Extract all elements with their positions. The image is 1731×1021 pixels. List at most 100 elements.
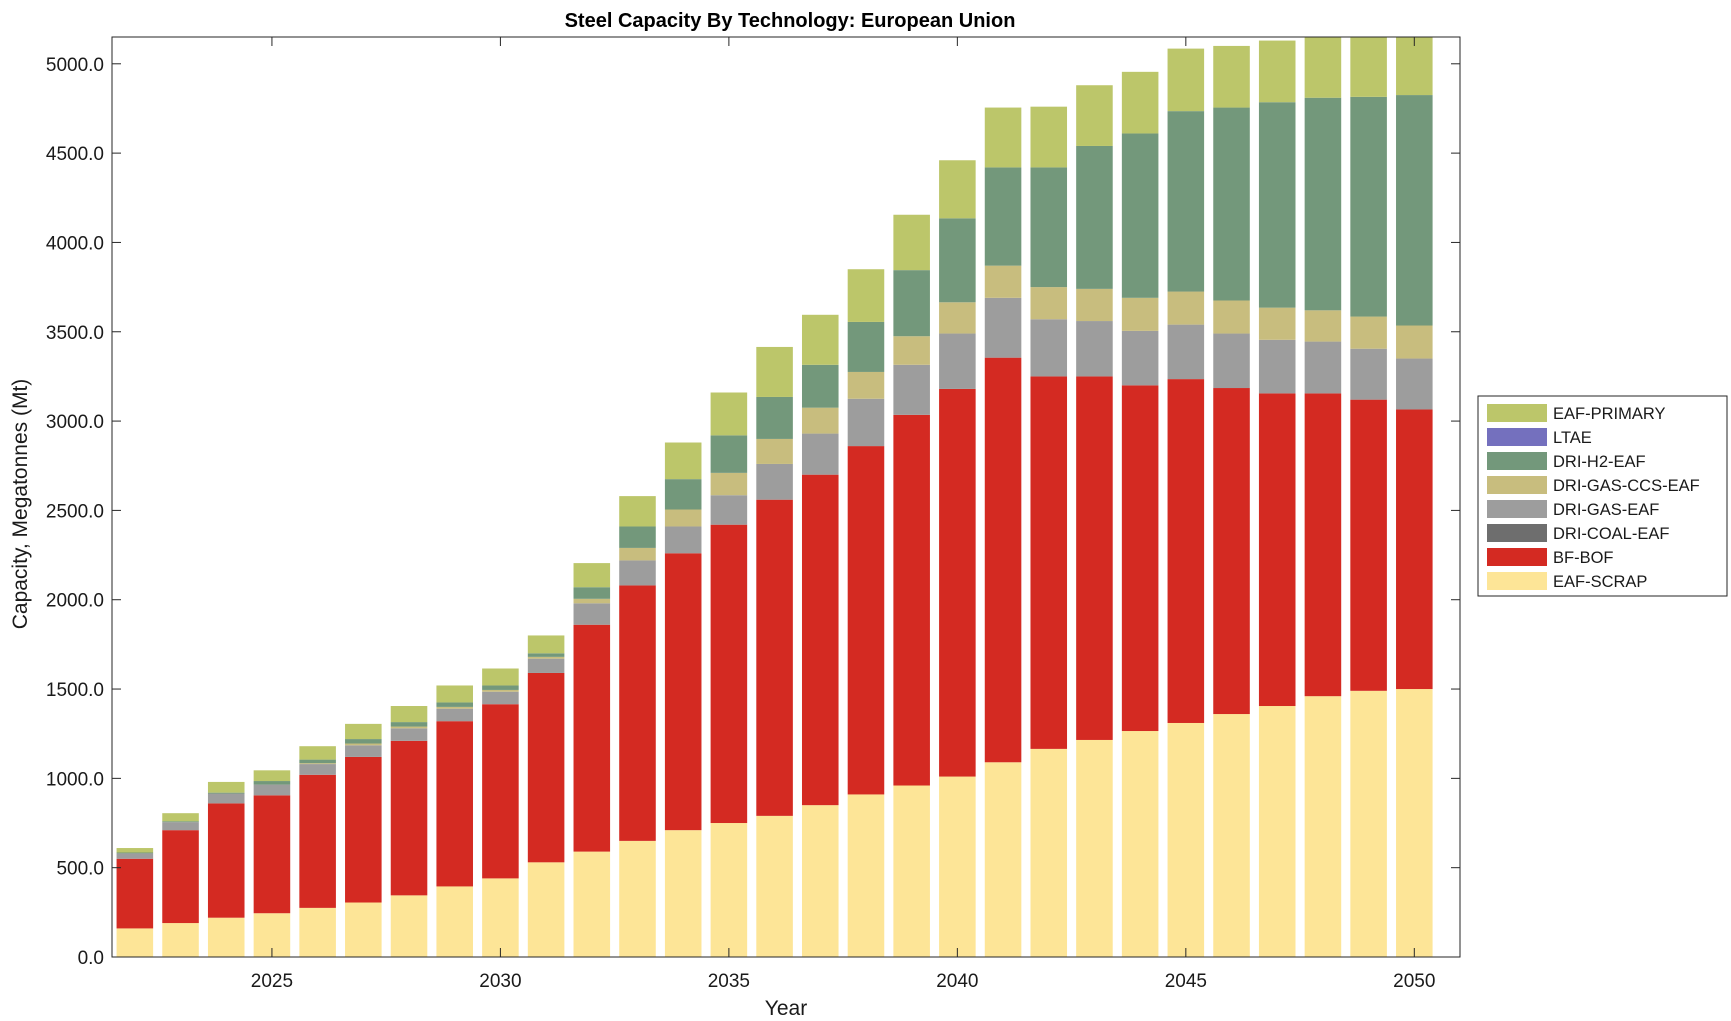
bar-eaf-primary-2022 [116, 848, 154, 853]
bar-dri-h2-eaf-2048 [1304, 97, 1342, 311]
y-tick-label: 4000.0 [46, 233, 104, 254]
bar-bf-bof-2034 [664, 553, 702, 831]
bar-dri-h2-eaf-2043 [1076, 145, 1113, 289]
bar-bf-bof-2035 [710, 524, 748, 824]
bar-dri-gas-eaf-2033 [619, 560, 656, 586]
y-tick-label: 3500.0 [46, 323, 104, 344]
bar-eaf-scrap-2026 [299, 907, 336, 957]
y-tick-label: 4500.0 [46, 144, 104, 165]
bars-group [116, 37, 1433, 957]
legend-label-eaf-primary: EAF-PRIMARY [1553, 405, 1665, 423]
bar-dri-gas-ccs-eaf-2030 [482, 689, 519, 692]
bar-eaf-primary-2028 [390, 706, 428, 723]
bar-dri-gas-eaf-2038 [847, 398, 885, 447]
legend-swatch-dri-gas-eaf [1487, 500, 1547, 518]
chart-title: Steel Capacity By Technology: European U… [565, 10, 1016, 32]
bar-dri-h2-eaf-2050 [1396, 95, 1433, 326]
bar-eaf-primary-2033 [619, 496, 656, 527]
legend-swatch-dri-gas-ccs-eaf [1487, 476, 1547, 494]
bar-dri-gas-ccs-eaf-2027 [345, 743, 382, 746]
bar-bf-bof-2044 [1121, 385, 1159, 732]
y-tick-label: 500.0 [56, 859, 104, 880]
legend-swatch-dri-coal-eaf [1487, 524, 1547, 542]
plot-area [111, 36, 1461, 958]
bar-eaf-primary-2024 [207, 781, 245, 793]
bar-bf-bof-2038 [847, 446, 885, 795]
bar-eaf-scrap-2023 [162, 923, 199, 957]
bar-dri-gas-ccs-eaf-2039 [893, 336, 930, 365]
legend-swatch-bf-bof [1487, 548, 1547, 566]
y-axis-title: Capacity, Megatonnes (Mt) [9, 379, 32, 630]
bar-dri-gas-ccs-eaf-2047 [1258, 307, 1296, 340]
bar-dri-gas-ccs-eaf-2042 [1030, 287, 1068, 320]
bar-bf-bof-2042 [1030, 376, 1068, 749]
bar-eaf-scrap-2029 [436, 886, 473, 957]
bar-dri-h2-eaf-2026 [299, 759, 336, 764]
bar-dri-gas-ccs-eaf-2034 [664, 509, 702, 527]
bar-dri-h2-eaf-2027 [345, 739, 382, 744]
bar-dri-gas-ccs-eaf-2038 [847, 371, 885, 399]
y-tick-label: 3000.0 [46, 412, 104, 433]
bar-eaf-primary-2025 [253, 770, 291, 782]
bar-dri-gas-ccs-eaf-2040 [939, 302, 976, 334]
bar-dri-gas-eaf-2037 [801, 433, 839, 475]
bar-dri-h2-eaf-2029 [436, 702, 473, 707]
bar-eaf-scrap-2033 [619, 840, 656, 957]
bar-eaf-primary-2044 [1121, 71, 1159, 134]
bar-dri-gas-eaf-2025 [253, 784, 291, 796]
bar-eaf-scrap-2043 [1076, 739, 1113, 957]
bar-dri-gas-eaf-2034 [664, 526, 702, 554]
x-tick-label: 2050 [1393, 971, 1435, 992]
bar-dri-gas-eaf-2048 [1304, 341, 1342, 394]
y-tick-label: 5000.0 [46, 55, 104, 76]
bar-dri-gas-eaf-2040 [939, 333, 976, 389]
bar-dri-h2-eaf-2041 [984, 167, 1022, 266]
bar-eaf-scrap-2032 [573, 851, 611, 957]
axes-box [111, 36, 1461, 958]
bar-eaf-primary-2043 [1076, 85, 1113, 146]
bar-dri-gas-ccs-eaf-2045 [1167, 291, 1205, 325]
bar-dri-h2-eaf-2025 [253, 781, 291, 785]
legend-swatch-eaf-primary [1487, 404, 1547, 422]
x-tick-label: 2040 [936, 971, 978, 992]
bar-dri-h2-eaf-2022 [116, 852, 154, 854]
bar-dri-gas-eaf-2044 [1121, 330, 1159, 386]
legend-label-dri-h2-eaf: DRI-H2-EAF [1553, 453, 1646, 471]
bar-eaf-scrap-2049 [1350, 690, 1387, 957]
bar-bf-bof-2043 [1076, 376, 1113, 740]
bar-eaf-primary-2026 [299, 746, 336, 760]
bar-dri-gas-eaf-2024 [207, 793, 245, 804]
bar-bf-bof-2024 [207, 803, 245, 918]
bar-dri-h2-eaf-2033 [619, 526, 656, 548]
bar-eaf-primary-2041 [984, 107, 1022, 168]
bar-dri-gas-ccs-eaf-2031 [527, 656, 565, 659]
bar-dri-gas-ccs-eaf-2029 [436, 706, 473, 709]
bar-eaf-primary-2029 [436, 685, 473, 703]
bar-dri-gas-eaf-2047 [1258, 339, 1296, 394]
legend-label-dri-gas-eaf: DRI-GAS-EAF [1553, 501, 1659, 519]
bar-dri-h2-eaf-2040 [939, 218, 976, 303]
bar-eaf-scrap-2040 [939, 776, 976, 957]
bar-eaf-scrap-2039 [893, 785, 930, 957]
bar-bf-bof-2050 [1396, 409, 1433, 690]
bar-eaf-scrap-2027 [345, 902, 382, 957]
bar-eaf-primary-2031 [527, 635, 565, 654]
bar-eaf-primary-2023 [162, 813, 199, 822]
bar-bf-bof-2022 [116, 858, 154, 929]
bar-bf-bof-2047 [1258, 393, 1296, 707]
bar-dri-gas-eaf-2049 [1350, 348, 1387, 400]
bar-dri-gas-ccs-eaf-2036 [756, 438, 793, 464]
bar-eaf-scrap-2042 [1030, 748, 1068, 957]
bar-dri-h2-eaf-2049 [1350, 96, 1387, 317]
y-tick-label: 2000.0 [46, 591, 104, 612]
bar-eaf-scrap-2031 [527, 862, 565, 957]
legend-swatch-eaf-scrap [1487, 572, 1547, 590]
bar-dri-gas-eaf-2041 [984, 297, 1022, 358]
bar-eaf-scrap-2038 [847, 794, 885, 957]
bar-dri-gas-eaf-2029 [436, 708, 473, 722]
bar-dri-h2-eaf-2024 [207, 792, 245, 794]
bar-bf-bof-2045 [1167, 379, 1205, 723]
bar-bf-bof-2049 [1350, 399, 1387, 691]
